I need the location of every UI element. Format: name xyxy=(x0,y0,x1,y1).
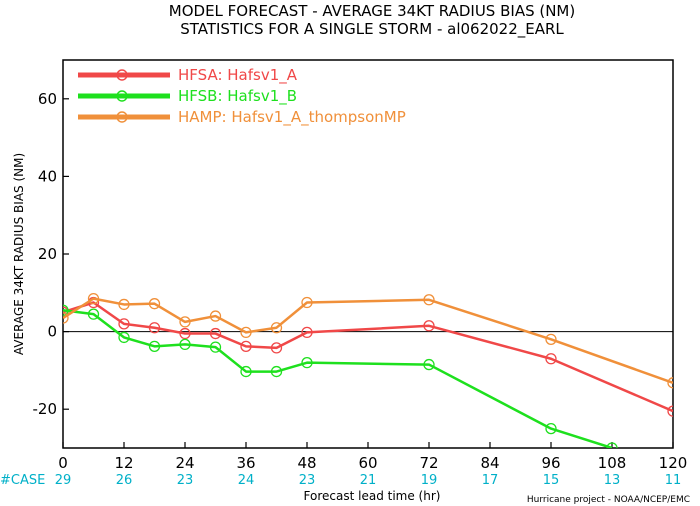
case-count: 24 xyxy=(238,473,255,488)
legend-marker xyxy=(116,111,128,123)
data-point xyxy=(179,327,191,340)
case-count: 26 xyxy=(116,473,133,488)
legend-label: HFSB: Hafsv1_B xyxy=(178,87,297,106)
y-tick-label: 20 xyxy=(38,245,57,263)
case-count: 17 xyxy=(482,473,499,488)
y-axis-label: AVERAGE 34KT RADIUS BIAS (NM) xyxy=(12,153,26,355)
x-tick-label: 72 xyxy=(419,454,438,472)
series-line-1 xyxy=(63,301,673,413)
data-point xyxy=(63,312,69,324)
data-point xyxy=(423,294,435,306)
case-count: 21 xyxy=(360,473,377,488)
x-axis-label: Forecast lead time (hr) xyxy=(304,489,441,503)
data-point xyxy=(209,327,222,340)
x-tick-label: 48 xyxy=(297,454,316,472)
y-tick-label: 0 xyxy=(47,323,57,341)
case-counts: #CASE 29 26 23 24 23 21 19 17 15 13 11 xyxy=(0,473,681,488)
legend-label: HAMP: Hafsv1_A_thompsonMP xyxy=(178,108,406,127)
x-axis: 0 12 24 36 48 60 72 84 96 108 120 xyxy=(58,442,687,472)
data-point xyxy=(545,422,557,435)
case-count: 15 xyxy=(543,473,560,488)
data-point xyxy=(118,331,130,344)
data-point xyxy=(63,304,69,316)
legend: HFSA: Hafsv1_A HFSB: Hafsv1_B HAMP: Hafsv1… xyxy=(78,66,406,127)
legend-marker xyxy=(116,69,128,81)
data-point xyxy=(270,342,283,354)
data-point xyxy=(118,318,130,330)
data-point xyxy=(423,320,435,332)
x-tick-label: 108 xyxy=(598,454,627,472)
chart-title-line1: MODEL FORECAST - AVERAGE 34KT RADIUS BIA… xyxy=(169,2,575,20)
data-point xyxy=(301,356,313,369)
data-point xyxy=(148,298,161,310)
series-group xyxy=(63,292,673,448)
data-point xyxy=(179,338,191,351)
data-point xyxy=(118,298,130,311)
x-tick-label: 120 xyxy=(659,454,688,472)
data-point xyxy=(87,292,100,305)
x-tick-label: 0 xyxy=(58,454,68,472)
data-point xyxy=(240,326,252,339)
x-tick-label: 24 xyxy=(175,454,194,472)
data-point xyxy=(423,358,435,371)
data-point xyxy=(301,296,313,309)
case-count: 19 xyxy=(421,473,438,488)
data-point xyxy=(270,365,283,378)
data-point xyxy=(270,322,283,334)
data-point xyxy=(148,322,161,334)
y-tick-label: 40 xyxy=(38,167,57,185)
case-label: #CASE xyxy=(0,473,45,488)
y-axis: -20 0 20 40 60 xyxy=(33,90,69,418)
data-point xyxy=(667,377,673,389)
case-count: 23 xyxy=(177,473,194,488)
data-point xyxy=(667,405,673,417)
x-tick-label: 60 xyxy=(358,454,377,472)
series-line-2 xyxy=(63,309,613,448)
data-point xyxy=(209,310,222,322)
data-point xyxy=(148,340,161,352)
data-point xyxy=(545,353,557,365)
y-tick-label: -20 xyxy=(33,400,58,418)
case-count: 13 xyxy=(604,473,621,488)
data-point xyxy=(240,365,252,378)
data-point xyxy=(179,316,191,328)
x-tick-label: 36 xyxy=(236,454,255,472)
data-point xyxy=(301,326,313,339)
data-point xyxy=(209,341,222,353)
credit-text: Hurricane project - NOAA/NCEP/EMC xyxy=(527,495,690,505)
y-tick-label: 60 xyxy=(38,90,57,108)
data-point xyxy=(87,308,100,320)
case-count: 11 xyxy=(665,473,682,488)
case-count: 29 xyxy=(55,473,72,488)
case-count: 23 xyxy=(299,473,316,488)
x-tick-label: 12 xyxy=(114,454,133,472)
x-tick-label: 96 xyxy=(541,454,560,472)
legend-marker xyxy=(116,90,128,102)
legend-label: HFSA: Hafsv1_A xyxy=(178,66,298,85)
chart-title-line2: STATISTICS FOR A SINGLE STORM - al062022… xyxy=(180,20,564,39)
data-point xyxy=(545,333,557,346)
data-point xyxy=(606,442,618,448)
data-point xyxy=(240,340,252,352)
x-tick-label: 84 xyxy=(480,454,499,472)
